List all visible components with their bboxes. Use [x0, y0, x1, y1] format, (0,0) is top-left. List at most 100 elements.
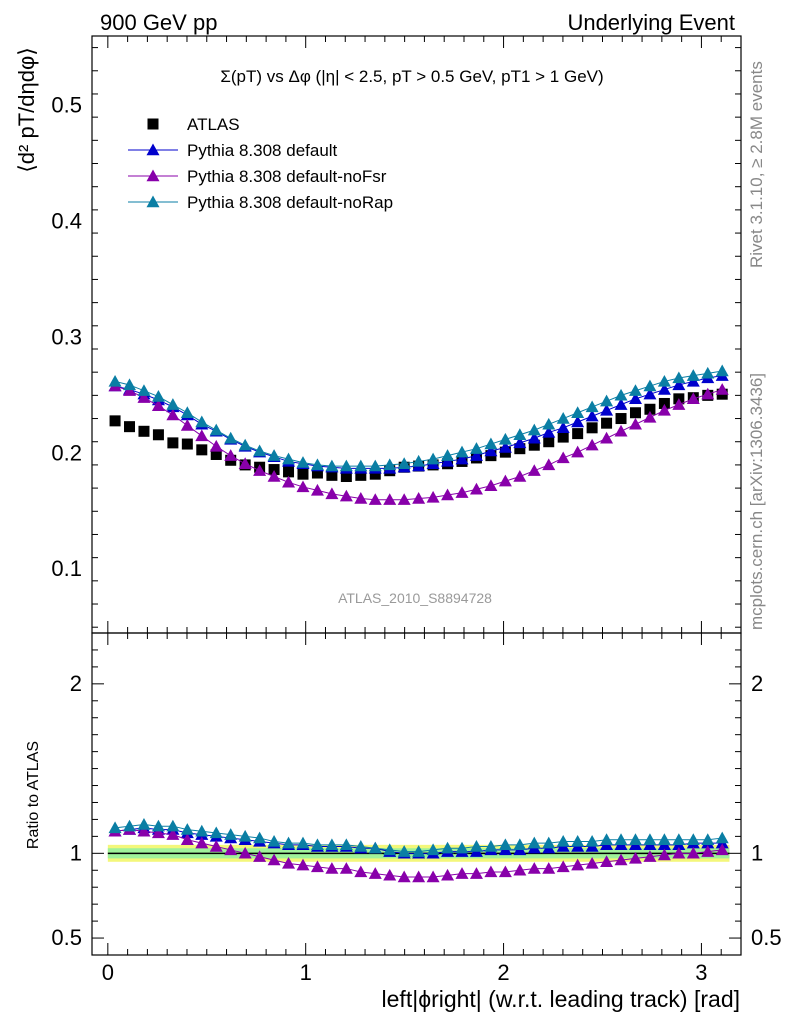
ratio-data-point — [657, 833, 671, 845]
data-point — [412, 492, 426, 504]
legend-entry: Pythia 8.308 default-noFsr — [128, 167, 387, 186]
data-point — [585, 409, 599, 422]
ratio-data-point — [426, 870, 440, 883]
ratio-series-pythia-8-308-default-nofsr — [108, 823, 729, 883]
ratio-data-point — [527, 862, 541, 874]
data-point — [455, 445, 469, 458]
ratio-series-pythia-8-308-default-norap — [108, 818, 729, 857]
ratio-data-point — [672, 846, 686, 859]
legend: ATLAS Pythia 8.308 default Pythia 8.308 de… — [128, 115, 393, 212]
ratio-data-point — [151, 819, 165, 832]
data-point — [152, 429, 164, 441]
ratio-data-point — [151, 826, 165, 839]
data-point — [513, 428, 527, 440]
ratio-data-point — [267, 834, 281, 847]
ratio-data-point — [368, 841, 382, 854]
data-point — [469, 442, 483, 454]
ratio-data-point — [600, 855, 614, 867]
data-point — [614, 388, 628, 401]
ratio-data-point — [195, 836, 209, 849]
main-series-markers — [108, 364, 729, 505]
ratio-data-point — [469, 840, 483, 852]
data-point — [571, 406, 585, 418]
data-point — [586, 422, 598, 434]
data-point — [137, 384, 151, 396]
data-point — [469, 482, 483, 495]
data-point — [556, 412, 570, 424]
x-tick-label: 3 — [695, 960, 707, 985]
data-point — [469, 449, 483, 461]
data-point — [282, 475, 296, 488]
data-point — [614, 424, 628, 437]
ratio-data-point — [180, 823, 194, 835]
data-point — [326, 469, 338, 481]
legend-label: Pythia 8.308 default-noFsr — [187, 167, 387, 186]
ratio-data-point — [310, 838, 324, 851]
data-point — [181, 438, 193, 450]
ratio-data-point — [195, 824, 209, 837]
data-point — [643, 410, 657, 423]
data-point — [195, 415, 209, 428]
ratio-data-point — [209, 840, 223, 852]
data-point — [296, 456, 310, 468]
ratio-data-point — [282, 856, 296, 869]
main-y-axis-label: ⟨d² pT/dηdφ⟩ — [14, 47, 39, 173]
data-point — [108, 374, 122, 387]
data-point — [339, 489, 353, 502]
data-point — [339, 459, 353, 472]
data-point — [628, 417, 642, 430]
plot-title: Σ(pT) vs Δφ (|η| < 2.5, pT > 0.5 GeV, pT… — [220, 67, 603, 86]
ratio-data-point — [339, 862, 353, 874]
data-point — [224, 431, 238, 444]
data-point — [528, 439, 540, 451]
ratio-data-point — [614, 833, 628, 845]
ratio-data-point — [484, 840, 498, 852]
ratio-data-point — [571, 834, 585, 847]
analysis-watermark: ATLAS_2010_S8894728 — [338, 590, 492, 606]
ratio-data-point — [412, 870, 426, 883]
data-point — [210, 448, 222, 460]
ratio-data-point — [426, 843, 440, 856]
data-point — [180, 418, 194, 431]
data-point — [644, 403, 656, 415]
ratio-data-point — [253, 850, 267, 862]
data-point — [601, 417, 613, 429]
data-point — [383, 458, 397, 471]
main-y-tick-label: 0.3 — [51, 324, 82, 349]
data-point — [441, 449, 455, 461]
data-point — [455, 486, 469, 498]
data-point — [628, 392, 642, 405]
ratio-data-point — [282, 836, 296, 849]
ratio-data-point — [412, 845, 426, 857]
main-y-tick-label: 0.5 — [51, 93, 82, 118]
data-point — [628, 384, 642, 396]
ratio-data-point — [571, 858, 585, 871]
data-point — [196, 444, 208, 456]
data-point — [138, 425, 150, 437]
ratio-data-point — [672, 833, 686, 845]
data-point — [151, 390, 165, 402]
ratio-data-point — [686, 846, 700, 859]
data-point — [354, 459, 368, 472]
ratio-data-point — [368, 867, 382, 879]
ratio-data-point — [267, 853, 281, 866]
series-pythia-8-308-default-norap — [108, 364, 729, 472]
data-point — [513, 470, 527, 482]
ratio-y-tick-label-right: 1 — [751, 840, 763, 865]
ratio-data-point — [643, 833, 657, 845]
ratio-data-point — [715, 843, 729, 856]
ratio-data-point — [296, 858, 310, 871]
ratio-data-point — [325, 862, 339, 874]
data-point — [658, 397, 670, 409]
data-point — [484, 444, 498, 457]
ratio-data-point — [701, 833, 715, 845]
ratio-data-point — [701, 845, 715, 857]
data-point — [283, 466, 295, 478]
ratio-data-point — [383, 843, 397, 856]
data-point — [267, 470, 281, 482]
data-point — [657, 374, 671, 387]
data-point — [369, 468, 381, 480]
data-point — [412, 454, 426, 467]
data-point — [426, 452, 440, 465]
